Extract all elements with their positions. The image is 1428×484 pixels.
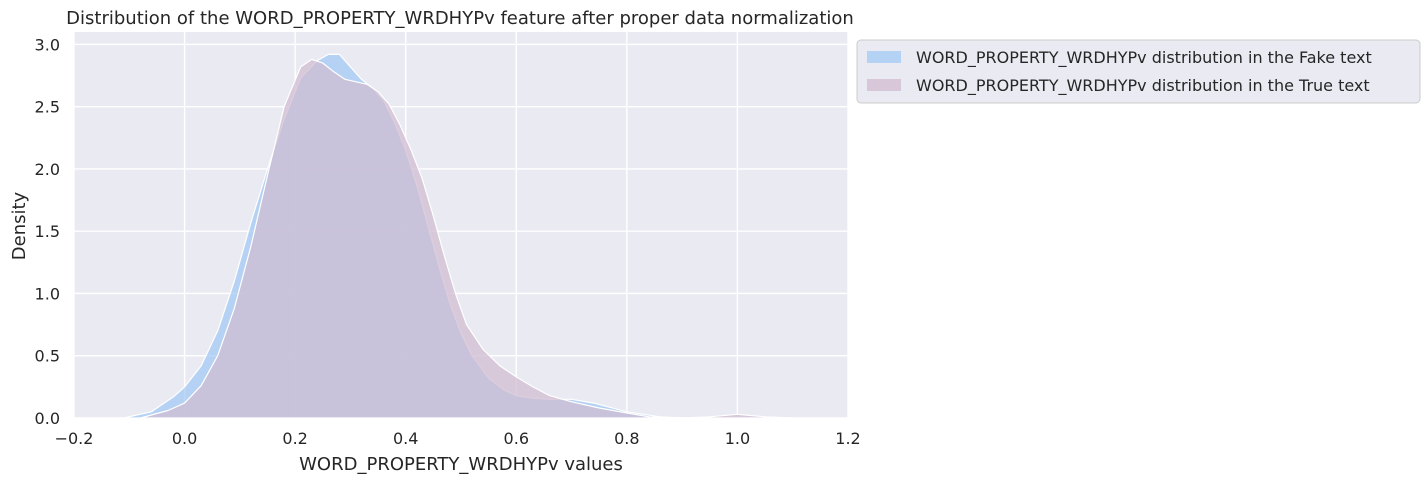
legend-frame	[856, 39, 1421, 104]
legend-swatch-fake	[867, 51, 901, 63]
x-axis-label: WORD_PROPERTY_WRDHYPv values	[299, 454, 623, 475]
y-tick-label: 1.5	[35, 222, 60, 241]
y-tick-label: 2.0	[35, 160, 60, 179]
y-axis-ticks: 0.0 0.5 1.0 1.5 2.0 2.5 3.0	[35, 35, 60, 428]
x-tick-label: −0.2	[55, 429, 94, 448]
y-tick-label: 0.0	[35, 409, 60, 428]
y-tick-label: 1.0	[35, 284, 60, 303]
y-tick-label: 3.0	[35, 35, 60, 54]
x-tick-label: 0.2	[282, 429, 307, 448]
legend: WORD_PROPERTY_WRDHYPv distribution in th…	[856, 39, 1421, 104]
chart-title: Distribution of the WORD_PROPERTY_WRDHYP…	[66, 8, 854, 29]
x-tick-label: 1.2	[835, 429, 860, 448]
x-tick-label: 0.4	[393, 429, 418, 448]
x-tick-label: 0.0	[172, 429, 197, 448]
x-axis-ticks: −0.2 0.0 0.2 0.4 0.6 0.8 1.0 1.2	[55, 429, 861, 448]
density-areas	[123, 53, 794, 419]
x-tick-label: 0.6	[504, 429, 529, 448]
y-axis-label: Density	[9, 191, 30, 260]
x-tick-label: 1.0	[725, 429, 750, 448]
y-tick-label: 0.5	[35, 347, 60, 366]
x-tick-label: 0.8	[614, 429, 639, 448]
legend-label-fake: WORD_PROPERTY_WRDHYPv distribution in th…	[916, 48, 1372, 68]
legend-swatch-true	[867, 79, 901, 91]
legend-label-true: WORD_PROPERTY_WRDHYPv distribution in th…	[916, 76, 1370, 96]
y-tick-label: 2.5	[35, 98, 60, 117]
density-area-true	[139, 58, 794, 419]
